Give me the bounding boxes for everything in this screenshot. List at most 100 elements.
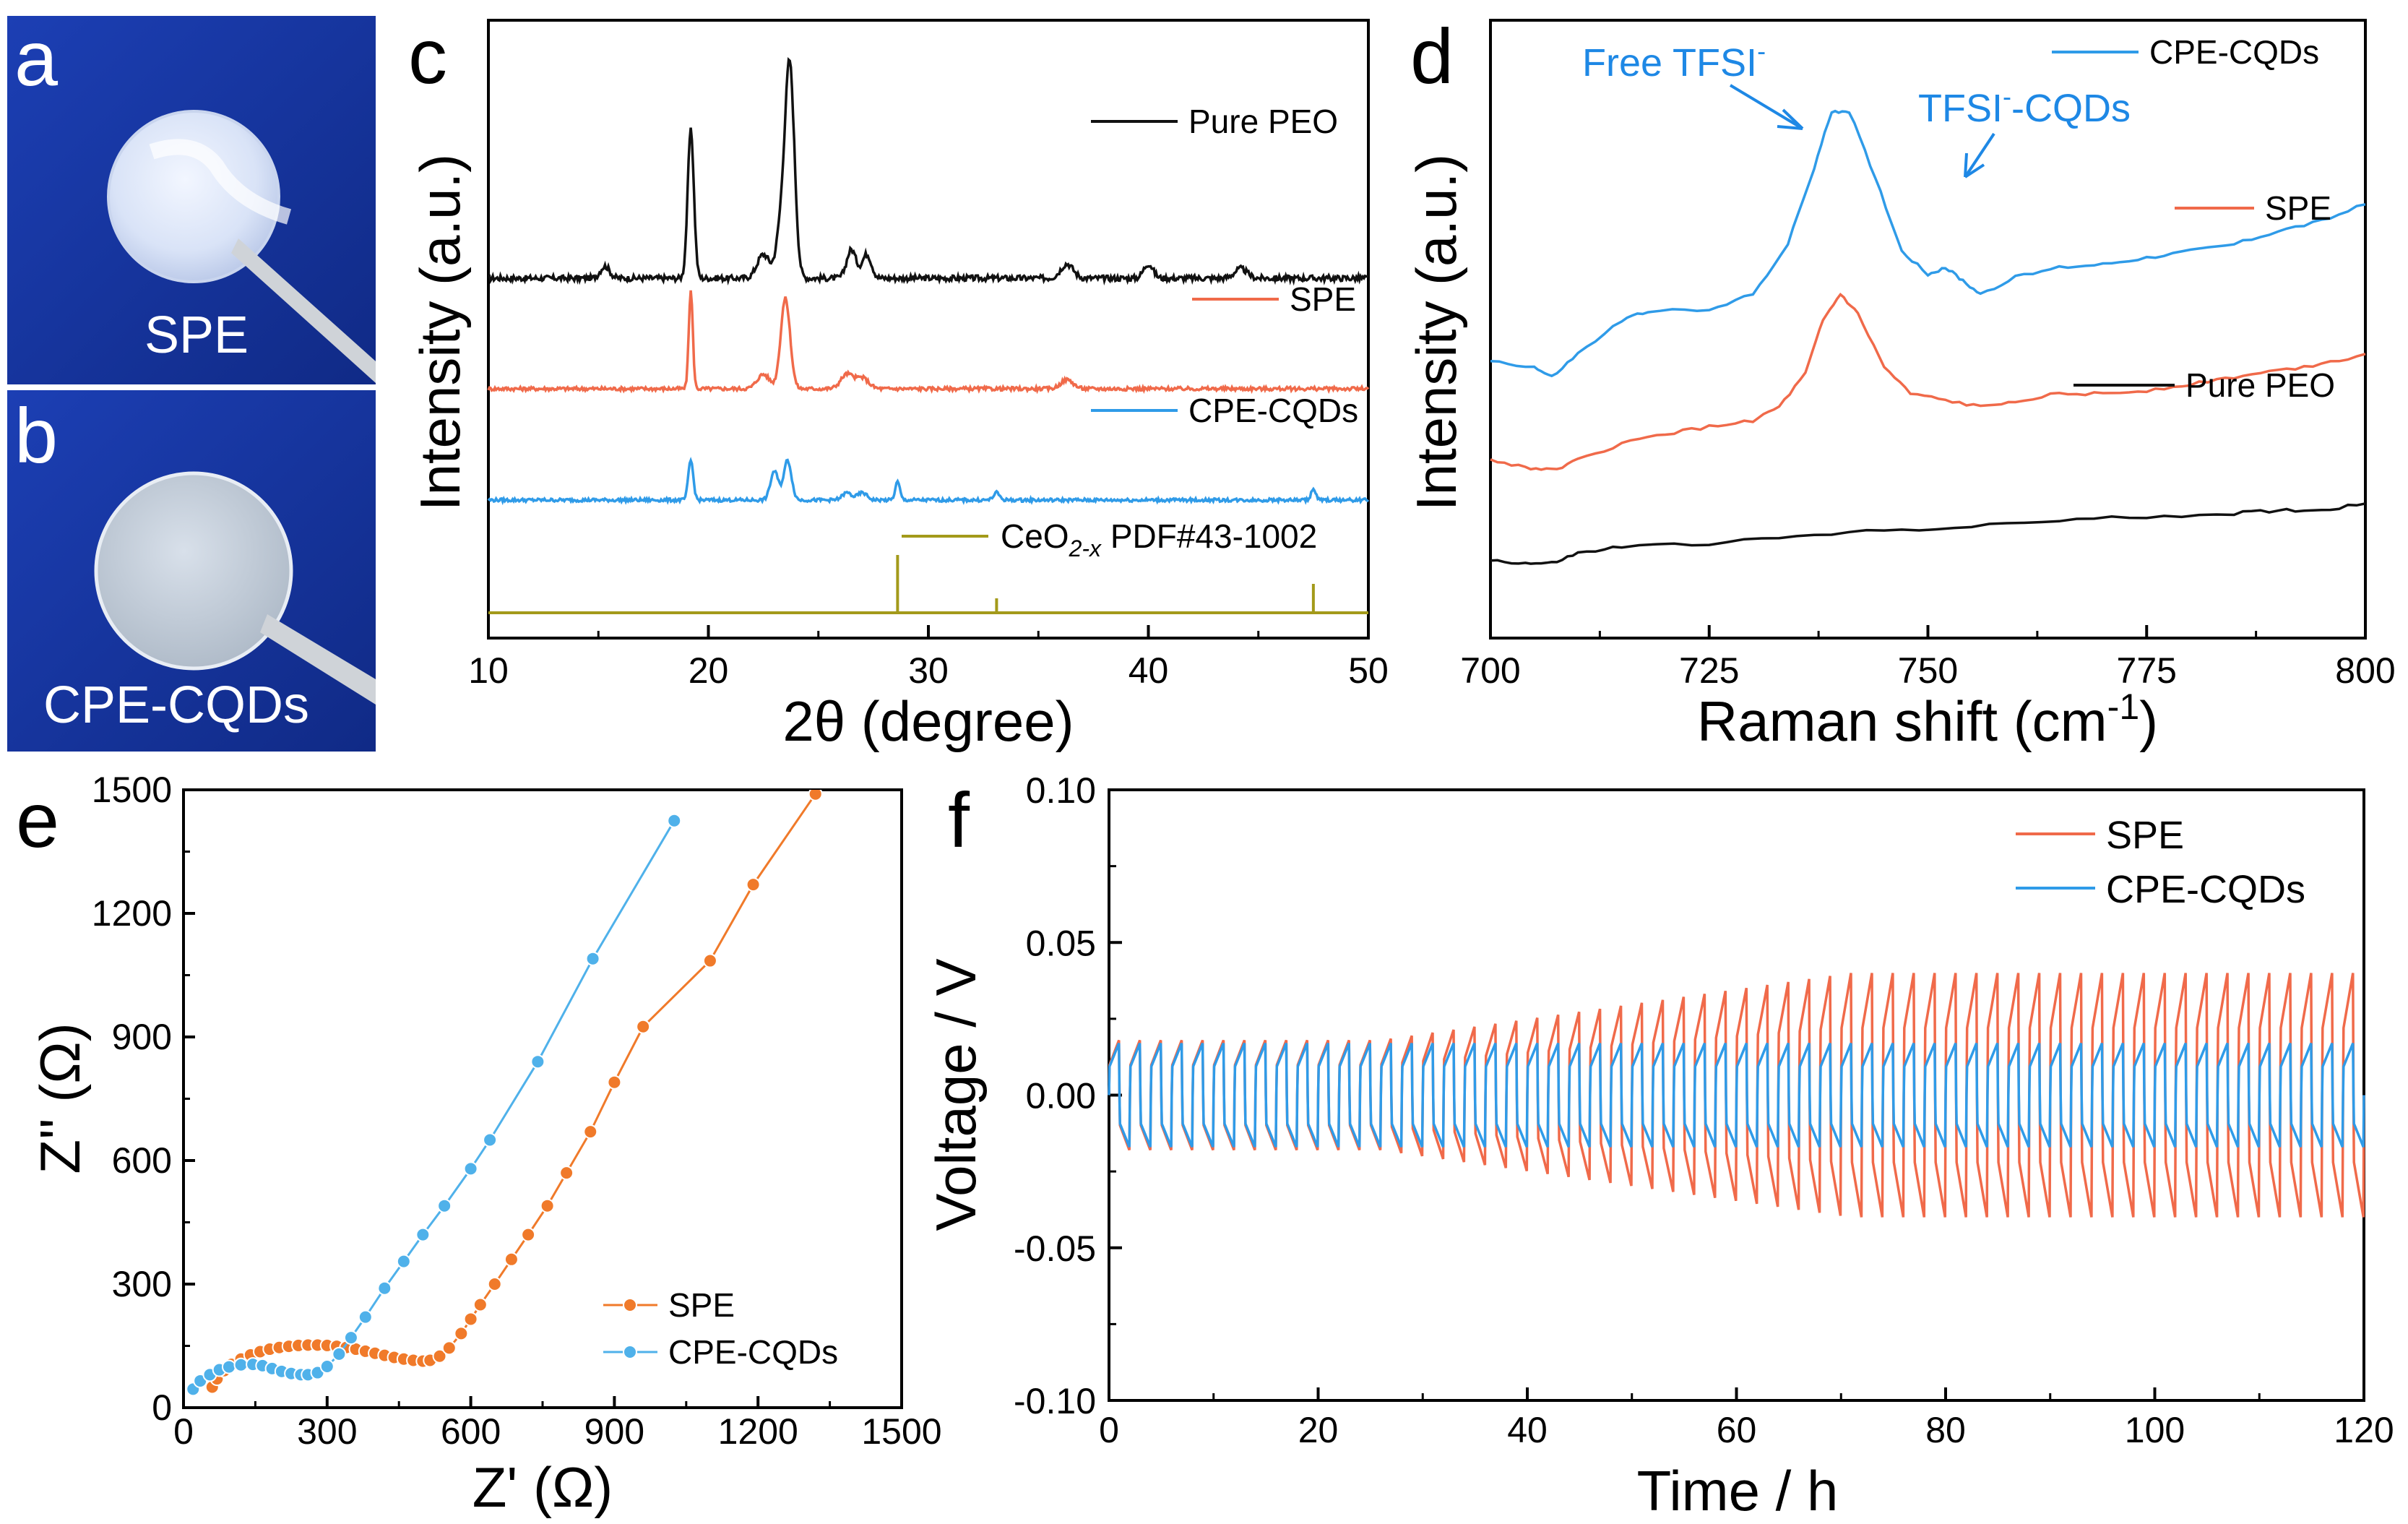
legend-label-pure-peo: Pure PEO (1188, 103, 1338, 140)
x-tick-label-10: 10 (468, 650, 509, 691)
x-axis-title: Raman shift (cm-1) (1697, 686, 2158, 753)
data-point (233, 1357, 249, 1372)
data-point (808, 790, 823, 801)
x-axis: 10 20 30 40 50 (468, 625, 1389, 691)
y-axis-title: Intensity (a.u.) (1404, 154, 1468, 511)
photo-panel-b: b CPE-CQDs (7, 390, 376, 752)
legend: Pure PEO SPE CPE-CQDs CeO2-x PDF#43-1002 (902, 103, 1358, 561)
legend-label-spe: SPE (2265, 189, 2331, 227)
series-line (192, 820, 676, 1390)
x-tick-label-800: 800 (2335, 650, 2395, 691)
x-tick-label-120: 120 (2334, 1410, 2394, 1450)
photo-caption-spe: SPE (144, 306, 249, 364)
data-point (396, 1254, 411, 1269)
data-point (358, 1309, 373, 1325)
x-tick-label-900: 900 (584, 1411, 644, 1452)
annotation-text: Free TFSI (1582, 41, 1757, 85)
x-tick-label-700: 700 (1460, 650, 1520, 691)
data-point (702, 953, 717, 968)
legend-marker-cpe-cqds (623, 1345, 637, 1359)
y-axis-title: Intensity (a.u.) (408, 154, 472, 511)
series-layer (487, 56, 1370, 614)
series-spe (487, 290, 1370, 395)
series-spe (1490, 292, 2366, 471)
data-point (636, 1019, 651, 1034)
reference-label-tail: PDF#43-1002 (1101, 517, 1317, 555)
annotation-sup: - (1757, 36, 1766, 66)
data-point (432, 1348, 447, 1364)
x-axis-title: Time / h (1637, 1459, 1839, 1523)
x-tick-label-0: 0 (173, 1411, 194, 1452)
legend-label-spe: SPE (668, 1286, 735, 1324)
x-tick-label-60: 60 (1717, 1410, 1757, 1450)
legend: SPE CPE-CQDs (2016, 814, 2305, 911)
annotation-tfsi-cqds: TFSI--CQDs (1918, 82, 2131, 130)
legend-marker-spe (623, 1298, 637, 1312)
x-tick-label-775: 775 (2117, 650, 2177, 691)
x-tick-label-100: 100 (2125, 1410, 2185, 1450)
legend-label-reference: CeO2-x PDF#43-1002 (1001, 517, 1317, 561)
annotations: Free TFSI- TFSI--CQDs (1582, 36, 2131, 178)
series-layer (1490, 109, 2366, 565)
axes: 0 20 40 60 80 100 120 -0.10 -0.05 0.00 0.05 0.10 (1014, 770, 2394, 1450)
annotation-arrow (1729, 84, 1804, 130)
series-cpe-cqds (1108, 1043, 2365, 1148)
series-pure-peo (488, 56, 1369, 286)
x-tick-label-80: 80 (1925, 1410, 1966, 1450)
data-point (559, 1166, 574, 1181)
series-layer (186, 790, 823, 1397)
x-axis-title: Z' (Ω) (472, 1455, 613, 1519)
annotation-tail: -CQDs (2011, 87, 2131, 130)
legend-label-cpe-cqds: CPE-CQDs (2106, 868, 2305, 911)
panel-letter-a: a (14, 14, 59, 102)
axes: 0 300 600 900 1200 1500 0 300 600 900 1200 1500 (92, 770, 942, 1452)
photo-panel-a: a SPE (7, 14, 376, 384)
data-point (454, 1326, 469, 1341)
y-tick-label-300: 300 (112, 1264, 172, 1304)
y-axis-title: Voltage / V (924, 958, 988, 1231)
x-axis-title-main: Raman shift (cm (1697, 689, 2107, 753)
y-tick-label-1500: 1500 (92, 770, 172, 810)
legend-label-spe: SPE (2106, 814, 2184, 857)
data-point (221, 1359, 236, 1374)
data-point (377, 1280, 392, 1296)
x-axis: 700 725 750 775 800 (1460, 625, 2396, 691)
x-tick-label-725: 725 (1679, 650, 1739, 691)
x-tick-label-300: 300 (297, 1411, 357, 1452)
raman-chart: d 700 725 750 775 800 CPE-CQDs SPE Pure PEO Fr… (1404, 12, 2396, 753)
legend: CPE-CQDs SPE Pure PEO (2052, 33, 2335, 404)
y-tick-label-0: 0.00 (1026, 1076, 1096, 1116)
data-point (463, 1161, 478, 1176)
reference-label-sub: 2-x (1069, 535, 1102, 561)
data-point (540, 1198, 555, 1213)
membrane-highlight (149, 139, 292, 225)
data-point (667, 813, 682, 828)
data-point (583, 1124, 598, 1140)
y-tick-label--0.05: -0.05 (1014, 1228, 1096, 1269)
annotation-arrowhead (1777, 108, 1804, 130)
cpe-cqds-membrane (94, 471, 293, 671)
panel-letter-c: c (408, 12, 447, 100)
data-point (607, 1075, 622, 1090)
tweezers (260, 614, 376, 705)
y-tick-label-1200: 1200 (92, 893, 172, 934)
panel-letter-b: b (14, 392, 58, 479)
legend-label-cpe-cqds: CPE-CQDs (668, 1333, 838, 1371)
data-point (530, 1054, 545, 1069)
xrd-chart: c 10 20 30 40 50 Pure PEO SPE CPE-CQDs CeO2-x P… (408, 12, 1389, 753)
data-point (472, 1297, 488, 1312)
data-point (415, 1227, 431, 1242)
data-point (343, 1330, 358, 1346)
data-point (521, 1227, 536, 1242)
panel-letter-d: d (1410, 12, 1454, 100)
x-tick-label-1200: 1200 (718, 1411, 798, 1452)
y-tick-label-0: 0 (152, 1387, 172, 1428)
x-tick-label-750: 750 (1898, 650, 1958, 691)
x-tick-label-600: 600 (441, 1411, 501, 1452)
data-point (319, 1359, 335, 1374)
annotation-arrow (1964, 132, 1995, 178)
data-point (746, 877, 761, 892)
tweezers (231, 238, 376, 383)
x-tick-label-40: 40 (1507, 1410, 1548, 1450)
